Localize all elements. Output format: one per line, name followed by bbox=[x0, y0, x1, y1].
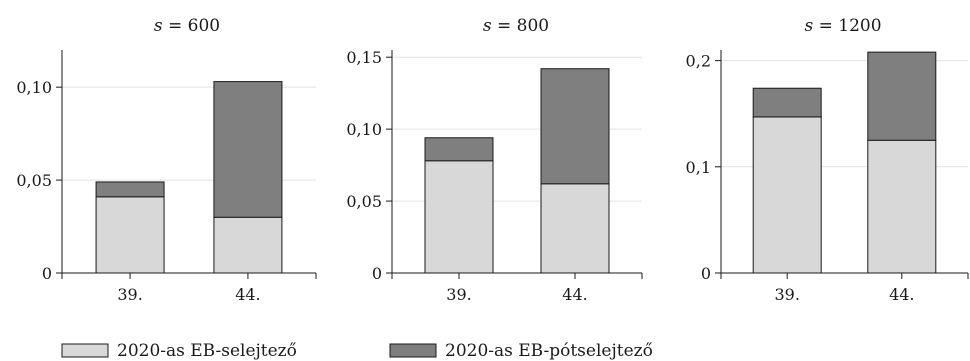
chart-title-3: s = 1200 bbox=[804, 16, 881, 36]
y-tick-label-2-2: 0,10 bbox=[346, 120, 382, 139]
bar-3-cat2-series1 bbox=[867, 139, 937, 274]
bar-3-cat1-series1 bbox=[752, 116, 822, 274]
bar-1-cat1-series2 bbox=[95, 181, 165, 198]
x-tick-label-1-1: 39. bbox=[117, 285, 142, 304]
bar-3-cat2-series2 bbox=[867, 51, 937, 141]
bar-3-cat1-series2 bbox=[752, 87, 822, 118]
plot-area-1: 39. 44. 0 0,05 0,10 bbox=[16, 50, 317, 304]
x-tick-label-1-2: 44. bbox=[235, 285, 260, 304]
bar-2-cat2-series2 bbox=[540, 68, 610, 185]
chart-title-1: s = 600 bbox=[154, 16, 220, 36]
bar-2-cat1-series2 bbox=[424, 137, 494, 162]
legend-label-upper: 2020-as EB-pótselejtező bbox=[445, 341, 653, 361]
bar-1-cat1-series1 bbox=[95, 196, 165, 274]
legend-label-lower: 2020-as EB-selejtező bbox=[117, 341, 297, 361]
y-tick-label-2-3: 0,15 bbox=[346, 48, 382, 67]
x-tick-label-2-2: 44. bbox=[562, 285, 587, 304]
y-tick-label-2-0: 0 bbox=[372, 264, 382, 283]
plot-area-2: 39. 44. 0 0,05 0,10 0,15 bbox=[346, 48, 643, 304]
y-tick-label-3-2: 0,2 bbox=[686, 52, 711, 71]
chart-panel-2: s = 800 39. 44. 0 0,05 0,10 0,15 bbox=[346, 16, 643, 304]
plot-area-3: 39. 44. 0 0,1 0,2 bbox=[686, 50, 969, 304]
legend-swatch-lower bbox=[61, 343, 109, 358]
chart-panel-1: s = 600 39. 44. 0 0,05 0,10 bbox=[16, 16, 317, 304]
bar-2-cat1-series1 bbox=[424, 160, 494, 274]
legend-swatch-upper bbox=[389, 343, 437, 358]
y-tick-label-3-0: 0 bbox=[701, 264, 711, 283]
y-tick-label-1-1: 0,05 bbox=[16, 171, 52, 190]
x-tick-label-3-2: 44. bbox=[889, 285, 914, 304]
y-tick-label-2-1: 0,05 bbox=[346, 192, 382, 211]
bar-2-cat2-series1 bbox=[540, 183, 610, 274]
chart-panel-3: s = 1200 39. 44. 0 0,1 0,2 bbox=[686, 16, 969, 304]
bar-1-cat2-series1 bbox=[213, 216, 283, 274]
bar-1-cat2-series2 bbox=[213, 81, 283, 218]
y-tick-label-1-2: 0,10 bbox=[16, 78, 52, 97]
x-tick-label-3-1: 39. bbox=[774, 285, 799, 304]
chart-title-2: s = 800 bbox=[483, 16, 549, 36]
x-tick-label-2-1: 39. bbox=[446, 285, 471, 304]
y-tick-label-3-1: 0,1 bbox=[686, 158, 711, 177]
y-tick-label-1-0: 0 bbox=[42, 264, 52, 283]
legend: 2020-as EB-selejtező 2020-as EB-pótselej… bbox=[61, 341, 653, 361]
